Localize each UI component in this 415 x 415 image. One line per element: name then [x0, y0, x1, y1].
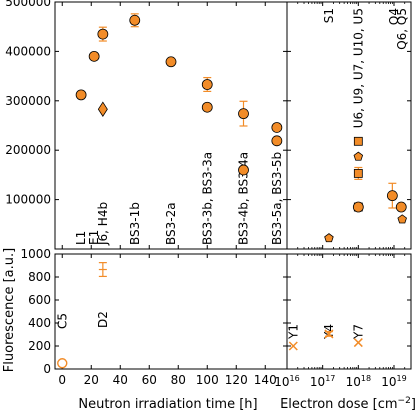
point-label: J6, H4b: [96, 202, 110, 246]
data-point: [353, 338, 363, 348]
x-tick-label: 1016: [274, 374, 299, 389]
data-point: [395, 201, 407, 213]
y-tick-label: 100000: [5, 193, 51, 207]
x-tick-label: 140: [254, 373, 277, 387]
x-tick-label: 0: [58, 373, 66, 387]
data-point: [201, 101, 213, 113]
x-tick-label: 1017: [310, 374, 335, 389]
y-tick-label: 400: [28, 316, 51, 330]
data-point: [353, 151, 364, 161]
y-tick-label: 600: [28, 293, 51, 307]
point-label: L1: [74, 231, 88, 245]
data-point: [397, 214, 407, 224]
data-point: [97, 101, 108, 117]
y-tick-label: 1000: [20, 247, 51, 261]
point-label: E1: [87, 230, 101, 245]
data-point: [238, 164, 249, 176]
data-point: [57, 358, 68, 369]
data-point: [201, 79, 213, 90]
x-tick-label: 80: [171, 373, 186, 387]
data-point: [271, 135, 283, 147]
point-label: BS3-5a, BS3-5b: [270, 152, 284, 245]
point-label: C5: [55, 313, 69, 329]
data-point: [129, 14, 141, 26]
point-label: U6, U9, U7, U10, U5: [351, 8, 365, 128]
y-tick-label: 500000: [5, 0, 51, 9]
data-point: [324, 233, 334, 243]
point-label: Y1: [286, 324, 300, 340]
panel-bottom-left: 0 200 400 600 800 1000 0 20 40 60 80 100 120 140 C5 D2: [20, 247, 288, 387]
x-tick-label: 100: [196, 373, 219, 387]
data-point: [271, 122, 283, 133]
x-tick-label: 20: [84, 373, 99, 387]
plot-frame: [54, 253, 288, 370]
data-point: [324, 329, 334, 339]
y-tick-label: 400000: [5, 44, 51, 58]
point-label: D2: [96, 311, 110, 328]
y-axis-label: Fluorescence [a.u.]: [2, 248, 17, 372]
data-point: [165, 56, 177, 68]
data-point: [353, 136, 363, 146]
point-label: Y7: [351, 324, 365, 340]
data-point: [75, 89, 87, 101]
x-tick-label: 1019: [381, 374, 406, 389]
data-point: [352, 201, 364, 213]
point-label: Q4: [387, 8, 401, 25]
y-tick-label: 200000: [5, 143, 51, 157]
y-tick-label: 800: [28, 270, 51, 284]
y-tick-label: 0: [43, 362, 51, 376]
plot-frame: [286, 1, 412, 250]
point-label: BS3-3b, BS3-3a: [200, 152, 214, 245]
plot-frame: [286, 253, 412, 370]
data-point: [386, 190, 398, 202]
point-label: S1: [322, 8, 336, 23]
panel-bottom-right: 1016101710181019Y1Y4Y7: [274, 253, 412, 389]
data-point: [88, 50, 100, 62]
data-point: [97, 28, 109, 40]
x-tick-label: 120: [225, 373, 248, 387]
x-tick-label: 40: [113, 373, 128, 387]
point-label: BS3-4b, BS3-4a: [237, 152, 251, 245]
data-point: [353, 169, 363, 178]
x-tick-label: 1018: [346, 374, 371, 389]
data-point: [238, 108, 249, 120]
y-tick-label: 300000: [5, 94, 51, 108]
point-label: BS3-2a: [164, 202, 178, 245]
x-axis-label-electron: Electron dose [cm−2]: [280, 396, 415, 412]
point-label: BS3-1b: [128, 202, 142, 245]
data-point: [288, 341, 298, 351]
y-tick-label: 200: [28, 339, 51, 353]
point-label: Q6, Q5: [395, 8, 409, 50]
x-axis-label-neutron: Neutron irradiation time [h]: [78, 397, 257, 412]
x-tick-label: 60: [142, 373, 157, 387]
